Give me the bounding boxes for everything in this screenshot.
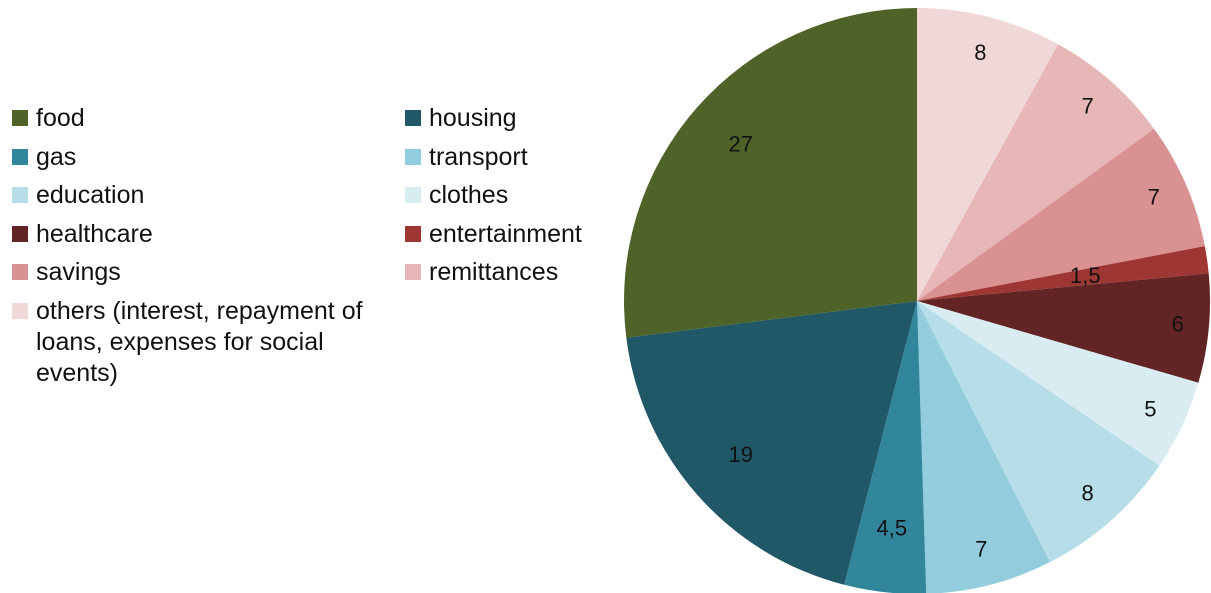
- legend-swatch-healthcare: [12, 226, 28, 242]
- legend-label-healthcare: healthcare: [36, 220, 153, 248]
- legend-item-food: food: [12, 103, 85, 134]
- pie-slice-label-remittances: 7: [1081, 93, 1093, 118]
- legend-label-food: food: [36, 104, 85, 132]
- pie-slice-gas: [844, 301, 927, 593]
- legend-swatch-others: [12, 303, 28, 319]
- legend-label-remittances: remittances: [429, 258, 559, 286]
- pie-slice-transport: [917, 301, 1051, 593]
- legend-swatch-savings: [12, 264, 28, 280]
- pie-slice-remittances: [917, 44, 1155, 302]
- pie-slice-label-entertainment: 1,5: [1070, 263, 1101, 288]
- pie-slice-clothes: [917, 301, 1199, 466]
- pie-slice-label-others: 8: [974, 40, 986, 65]
- pie-slice-housing: [626, 301, 917, 585]
- pie-slice-label-healthcare: 6: [1172, 312, 1184, 337]
- legend-swatch-remittances: [405, 264, 421, 280]
- pie-slice-label-clothes: 5: [1144, 397, 1156, 422]
- pie-slice-education: [917, 301, 1160, 563]
- legend-item-remittances: remittances: [405, 257, 558, 288]
- legend-item-gas: gas: [12, 142, 76, 173]
- legend-swatch-food: [12, 110, 28, 126]
- legend-label-gas: gas: [36, 143, 77, 171]
- legend-swatch-entertainment: [405, 226, 421, 242]
- pie-slice-healthcare: [917, 273, 1211, 383]
- legend-label-savings: savings: [36, 258, 121, 286]
- legend-label-transport: transport: [429, 143, 528, 171]
- legend-swatch-clothes: [405, 187, 421, 203]
- pie-slice-entertainment: [917, 246, 1209, 301]
- legend-item-housing: housing: [405, 103, 517, 134]
- legend-label-education: education: [36, 181, 145, 209]
- legend-item-entertainment: entertainment: [405, 219, 582, 250]
- pie-slice-food: [623, 7, 917, 338]
- legend-swatch-education: [12, 187, 28, 203]
- pie-slice-label-housing: 19: [728, 442, 752, 467]
- legend-item-education: education: [12, 180, 144, 211]
- legend-item-transport: transport: [405, 142, 528, 173]
- pie-slice-label-education: 8: [1081, 480, 1093, 505]
- pie-slice-others: [917, 8, 1059, 301]
- chart-legend: food housing gas transport education clo…: [12, 103, 582, 389]
- pie-slice-label-gas: 4,5: [877, 515, 908, 540]
- legend-item-savings: savings: [12, 257, 121, 288]
- legend-swatch-gas: [12, 149, 28, 165]
- pie-slice-label-food: 27: [728, 131, 752, 156]
- pie-slice-savings: [917, 128, 1205, 301]
- pie-slice-label-transport: 7: [975, 537, 987, 562]
- legend-label-clothes: clothes: [429, 181, 509, 209]
- pie-slices: [623, 7, 1211, 593]
- legend-swatch-transport: [405, 149, 421, 165]
- legend-label-others: others (interest, repayment of loans, ex…: [36, 297, 363, 387]
- pie-slice-labels: 8 7 7 1,5 6 5 8 7 4,5 19 27: [728, 40, 1183, 562]
- legend-label-housing: housing: [429, 104, 517, 132]
- legend-item-clothes: clothes: [405, 180, 508, 211]
- legend-item-healthcare: healthcare: [12, 219, 153, 250]
- legend-swatch-housing: [405, 110, 421, 126]
- legend-label-entertainment: entertainment: [429, 220, 582, 248]
- legend-item-others: others (interest, repayment of loans, ex…: [12, 296, 397, 389]
- pie-slice-label-savings: 7: [1148, 184, 1160, 209]
